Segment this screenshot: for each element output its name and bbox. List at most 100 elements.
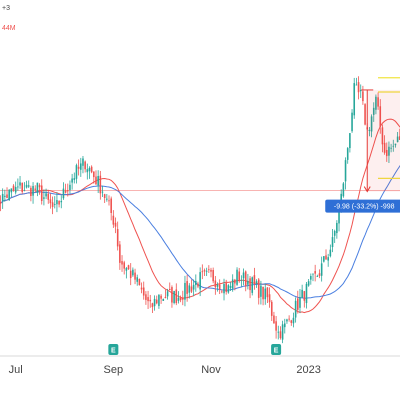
candle-body [99,175,102,194]
candle-body [80,163,82,170]
candle-body [286,319,288,322]
candle-body [179,297,182,301]
candle-body [249,278,251,291]
candle-body [166,291,169,297]
header-line2: 44M [2,25,16,32]
candle-body [329,249,332,257]
candle-body [240,279,243,281]
candle-body [255,281,258,284]
x-tick-label: Jul [9,364,23,376]
candle-body [344,160,347,182]
candle-body [260,285,262,297]
candle-body [238,271,241,282]
candle-body [34,188,37,190]
candle-body [336,222,338,234]
candle-body [247,281,249,285]
candle-body [392,145,395,147]
candle-body [390,147,392,149]
candle-body [333,231,336,236]
ma-slow-line [0,164,400,299]
candle-body [158,294,160,306]
candle-body [223,283,225,294]
candle-body [116,229,119,247]
candle-body [396,136,399,143]
x-axis: Jul Sep Nov 2023 E E [9,344,321,376]
candle-body [21,182,24,192]
candle-body [90,166,93,173]
candle-body [138,278,141,286]
candle-body [27,185,30,187]
candle-body [153,298,156,307]
candle-body [292,317,295,324]
candle-body [108,200,110,202]
candle-body [349,133,351,149]
candle-body [221,291,223,293]
candle-body [6,194,8,198]
candle-body [40,185,43,201]
candle-body [127,265,130,270]
candle-body [355,84,358,86]
candle-body [188,285,191,293]
x-tick-label: Nov [201,364,221,376]
candle-body [294,300,297,318]
candle-body [43,197,45,199]
candle-body [244,271,247,287]
candle-body [303,291,306,301]
candle-body [262,286,264,300]
candle-body [25,184,28,188]
candle-body [32,186,34,196]
measure-area [367,89,400,192]
candle-body [351,112,353,132]
candle-body [318,273,321,276]
candle-body [47,193,50,200]
candle-body [316,276,319,277]
candle-body [305,283,308,304]
candle-body [110,198,112,214]
candle-body [119,244,121,263]
candle-body [310,276,312,280]
candle-body [216,284,219,287]
candle-body [93,171,95,178]
candle-body [151,303,154,308]
candle-body [253,275,256,284]
candle-body [362,91,364,102]
candle-body [53,204,56,205]
measure-label-box [325,199,400,213]
candle-body [1,193,4,202]
candle-body [17,186,19,188]
candle-body [268,294,271,303]
candle-body [56,200,58,205]
candle-body [62,188,65,199]
candle-body [145,294,147,300]
x-tick-label: 2023 [296,364,320,376]
candle-body [229,285,232,288]
candle-body [331,237,334,248]
candle-body [197,283,199,287]
candle-body [58,200,60,205]
candle-body [372,107,375,115]
candle-body [86,169,89,173]
candle-body [357,82,360,93]
candle-body [281,324,284,340]
candle-body [132,269,134,276]
candle-body [364,104,366,125]
candle-body [210,269,212,272]
candle-body [323,256,325,262]
candle-body [257,279,260,298]
candle-body [106,198,108,200]
candle-body [214,280,217,288]
candle-body [342,183,345,197]
candle-body [23,190,26,191]
candle-body [101,191,104,193]
candle-body [190,286,193,292]
candle-body [60,200,63,203]
candle-body [375,96,377,110]
candle-body [168,288,171,291]
candle-body [103,194,106,198]
candle-body [142,287,145,296]
candle-body [136,277,139,282]
candle-body [0,201,2,204]
header-line1: +3 [2,5,10,12]
candle-body [36,182,39,193]
